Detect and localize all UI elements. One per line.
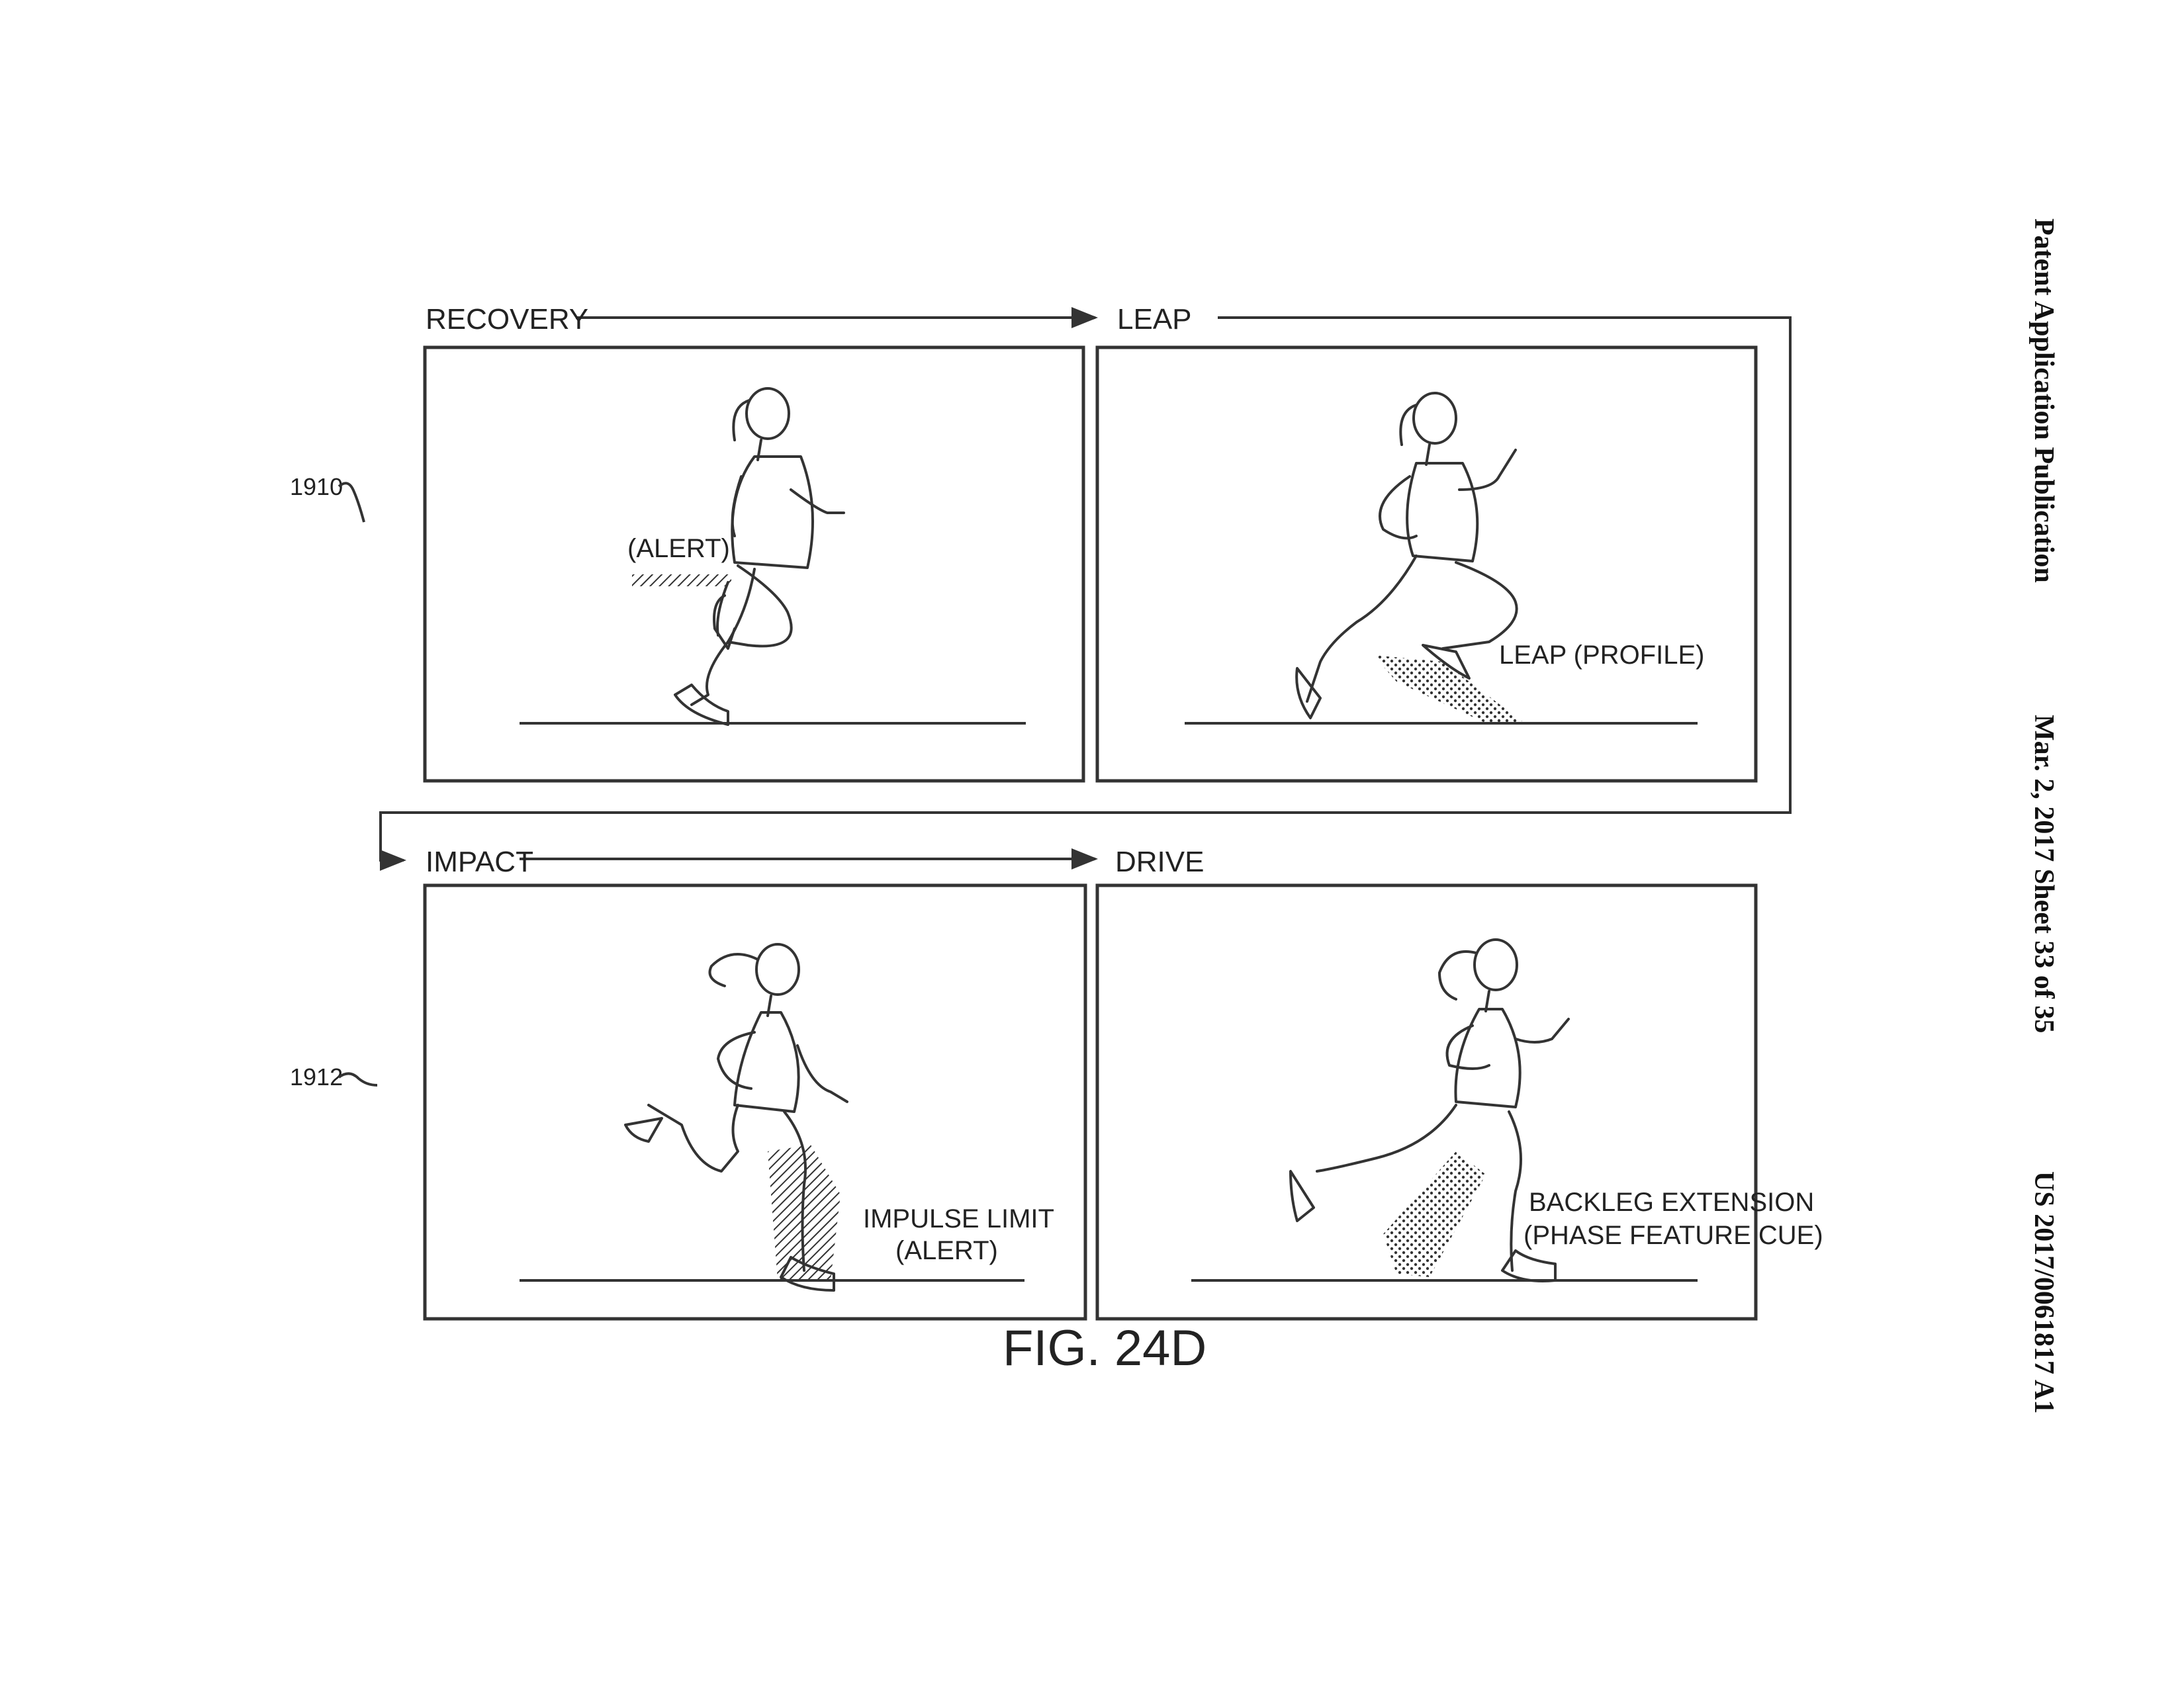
phase-label-leap: LEAP: [1117, 303, 1192, 335]
figure-caption: FIG. 24D: [1003, 1320, 1206, 1376]
reference-1910: 1910: [290, 473, 364, 522]
ref-numeral-1912: 1912: [290, 1063, 343, 1091]
alert-hatch-marker: [632, 574, 731, 586]
annotation-drive-line1: BACKLEG EXTENSION: [1529, 1188, 1814, 1217]
backleg-dot-marker: [1383, 1151, 1486, 1277]
leader-line-1912: [339, 1073, 377, 1085]
annotation-leap: LEAP (PROFILE): [1499, 641, 1704, 670]
panel-drive: DRIVE BACKLEG EXTENSION (PHASE FEATURE C…: [1097, 846, 1823, 1319]
panel-leap: LEAP LEAP (PROFILE): [1097, 303, 1756, 781]
annotation-recovery: (ALERT): [627, 534, 730, 563]
annotation-impact-line2: (ALERT): [895, 1236, 998, 1265]
phase-label-drive: DRIVE: [1115, 846, 1204, 878]
page-header: Patent Application Publication Mar. 2, 2…: [2028, 218, 2059, 1413]
phase-label-impact: IMPACT: [426, 846, 533, 878]
flow-arrows: [381, 318, 1790, 860]
ref-numeral-1910: 1910: [290, 473, 343, 500]
phase-label-recovery: RECOVERY: [426, 303, 588, 335]
header-number: US 2017/0061817 A1: [2028, 1171, 2059, 1413]
panel-recovery: RECOVERY (ALERT): [425, 303, 1083, 781]
header-publication: Patent Application Publication: [2028, 218, 2059, 583]
header-date-sheet: Mar. 2, 2017 Sheet 33 of 35: [2028, 715, 2059, 1033]
panel-frame-leap: [1097, 347, 1756, 781]
annotation-drive-line2: (PHASE FEATURE CUE): [1524, 1221, 1823, 1250]
arrow-leap-to-impact: [381, 318, 1790, 860]
panel-impact: IMPACT IMPULSE LIMIT (ALERT): [425, 846, 1085, 1319]
reference-1912: 1912: [290, 1063, 377, 1091]
annotation-impact-line1: IMPULSE LIMIT: [863, 1204, 1054, 1233]
